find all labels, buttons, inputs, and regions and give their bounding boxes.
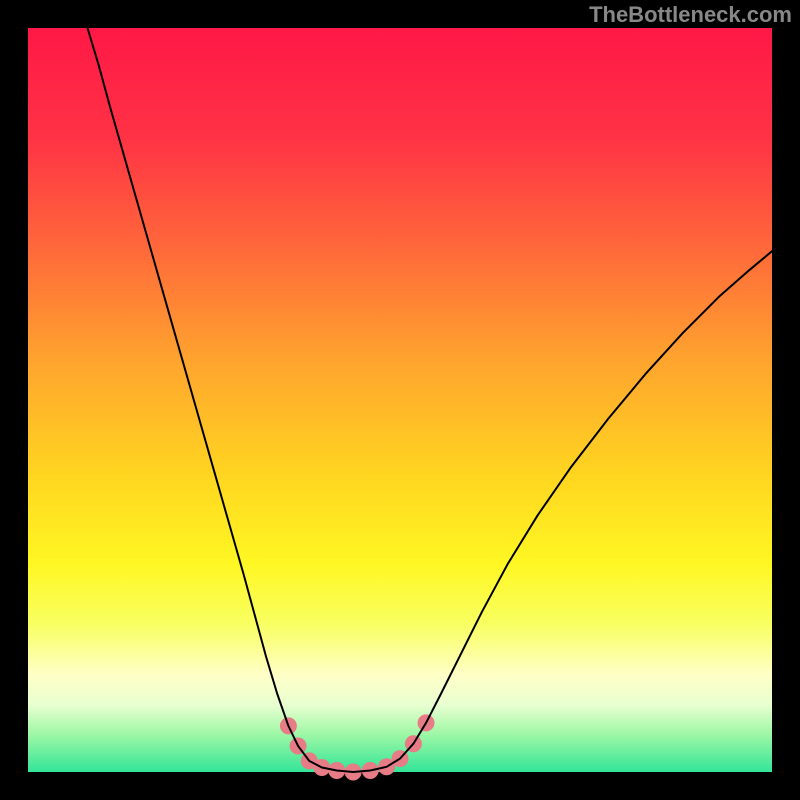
chart-container: TheBottleneck.com [0,0,800,800]
curve-overlay [0,0,800,800]
curve-left [88,28,354,772]
watermark-text: TheBottleneck.com [589,2,792,28]
curve-right [353,251,772,772]
